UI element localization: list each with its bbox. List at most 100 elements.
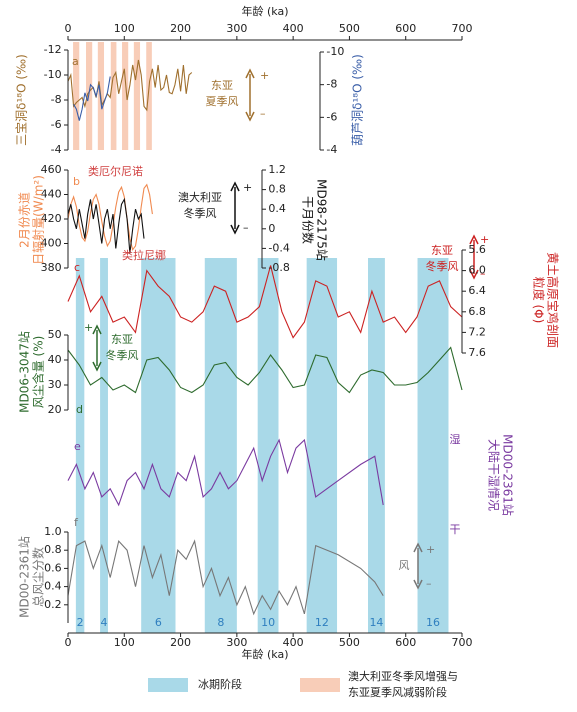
glacial-band [75,258,85,633]
y-tick-label: 0.8 [268,183,286,196]
y-axis-title: 葫芦洞δ¹⁸O (‰) [351,54,365,146]
y-tick-label: 420 [41,212,62,225]
y-tick-label: -8 [326,78,337,91]
y-tick-label: -10 [44,68,62,81]
x-tick-label: 400 [283,22,304,35]
panel-letter: c [74,261,80,274]
x-tick-label: 100 [114,636,135,649]
annotation: 澳大利亚 [178,190,222,204]
y-tick-label: -0.8 [268,261,289,274]
glacial-band [141,258,176,633]
stage-label: 6 [155,616,162,629]
y-axis-title: MD98-2175站 [315,179,329,261]
legend-swatch [148,678,188,692]
x-tick-label: 0 [65,22,72,35]
x-tick-label: 500 [339,636,360,649]
arrow-head [413,542,423,590]
y-axis-title: 干月份数 [301,196,316,244]
y-tick-label: 380 [41,261,62,274]
series-line [67,197,145,254]
y-tick-label: 1.0 [44,525,62,538]
glacial-band [100,258,108,633]
annotation: – [426,577,432,590]
weak-band [133,42,141,150]
y-tick-label: -10 [326,45,344,58]
y-axis-title: MD00-2361站 [501,434,515,516]
annotation: + [84,321,93,334]
y-tick-label: 7.2 [468,325,486,338]
arrow-head [92,324,102,372]
y-axis-title: 日辐射量(W/m²) [31,175,46,265]
stage-label: 10 [261,616,275,629]
annotation: – [243,221,249,234]
series-line [67,265,463,339]
annotation: 东亚 [111,333,133,346]
panel-letter: d [76,403,83,416]
weak-band [146,42,152,150]
y-tick-label: -4 [326,143,337,156]
y-tick-label: 30 [48,378,62,391]
weak-band [122,42,129,150]
y-tick-label: -8 [51,93,62,106]
x-tick-label: 600 [395,636,416,649]
arrow-head [245,68,255,122]
stage-label: 14 [369,616,383,629]
y-tick-label: 440 [41,188,62,201]
series-line [73,76,111,121]
y-tick-label: 0.4 [268,202,286,215]
panel-letter: b [73,175,80,188]
y-tick-label: 0.4 [44,580,62,593]
annotation: 东亚 [431,244,453,257]
y-tick-label: 460 [41,163,62,176]
series-line [67,183,153,251]
annotation: 干 [450,523,461,536]
legend-label: 东亚夏季风减弱阶段 [348,685,447,699]
annotation: 风 [399,559,410,572]
annotation: 冬季风 [426,259,459,273]
glacial-band [204,258,237,633]
y-tick-label: -4 [51,143,62,156]
y-axis-title: 风尘含量 (%) [31,336,46,409]
x-tick-label: 300 [226,636,247,649]
x-tick-label: 300 [226,22,247,35]
y-tick-label: 0.2 [44,598,62,611]
y-tick-label: 5.6 [468,243,486,256]
stage-label: 12 [315,616,329,629]
arrow-head [469,234,479,280]
annotation: 夏季风 [206,95,239,108]
annotation: 东亚 [211,79,233,92]
annotation: – [480,267,486,280]
weak-band [110,42,117,150]
y-tick-label: 1.2 [268,163,286,176]
y-tick-label: 6.8 [468,305,486,318]
series-line [67,438,384,507]
y-axis-title: 大陆干湿情况 [487,439,502,511]
glacial-band [417,258,449,633]
x-axis-title-bottom: 年龄 (ka) [242,647,289,661]
annotation: 类厄尔尼诺 [88,164,143,178]
annotation: 冬季风 [106,348,139,362]
y-tick-label: -6 [51,118,62,131]
y-tick-label: 6.0 [468,264,486,277]
panel-letter: e [74,440,81,453]
y-tick-label: -0.4 [268,241,289,254]
y-tick-label: 400 [41,237,62,250]
lines [67,59,463,616]
y-tick-label: -12 [44,43,62,56]
y-axis-title: MD00-2361站 [18,536,32,618]
arrow-head [230,181,240,235]
series-line [67,539,384,616]
glacial-band [257,258,279,633]
y-tick-label: 50 [48,328,62,341]
panel-letter: a [72,55,79,68]
stage-label: 2 [77,616,84,629]
x-tick-label: 700 [452,636,473,649]
y-tick-label: 20 [48,403,62,416]
x-tick-label: 600 [395,22,416,35]
y-tick-label: 40 [48,353,62,366]
glacial-band [306,258,338,633]
x-tick-label: 200 [170,636,191,649]
y-axis-title: 总风尘分数 [31,547,46,607]
glacial-band [368,258,385,633]
